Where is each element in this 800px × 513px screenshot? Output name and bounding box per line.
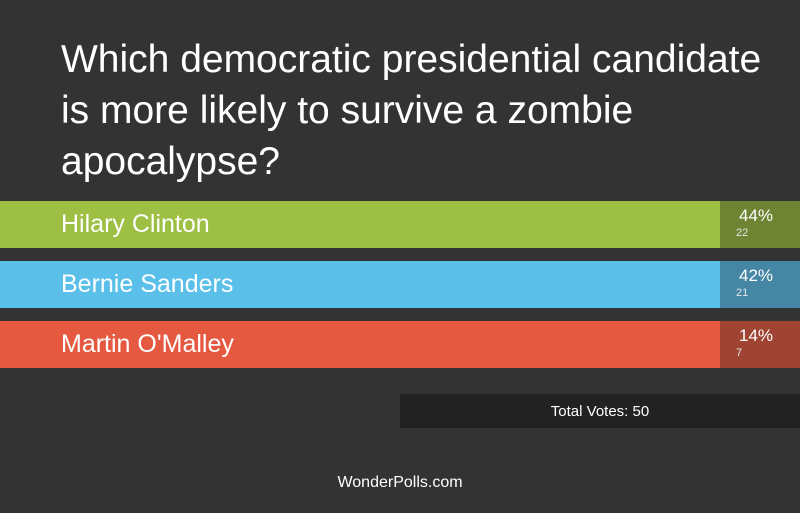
option-percent: 42% bbox=[739, 266, 774, 285]
option-stats: 14% 7 bbox=[720, 321, 800, 368]
option-bar: Martin O'Malley bbox=[0, 321, 720, 368]
option-label: Bernie Sanders bbox=[61, 270, 234, 298]
option-vote-count: 22 bbox=[736, 227, 749, 239]
option-percent: 14% bbox=[739, 326, 774, 345]
option-vote-count: 21 bbox=[736, 287, 749, 299]
option-bar: Bernie Sanders bbox=[0, 261, 720, 308]
poll-option-bernie-sanders[interactable]: Bernie Sanders 42% 21 bbox=[0, 261, 800, 308]
poll-question: Which democratic presidential candidate … bbox=[61, 38, 762, 183]
option-bar: Hilary Clinton bbox=[0, 201, 720, 248]
option-label: Hilary Clinton bbox=[61, 210, 210, 238]
option-vote-count: 7 bbox=[736, 347, 743, 359]
option-stats: 42% 21 bbox=[720, 261, 800, 308]
total-votes-box: Total Votes: 50 bbox=[400, 394, 800, 428]
option-label: Martin O'Malley bbox=[61, 330, 234, 358]
poll-option-hilary-clinton[interactable]: Hilary Clinton 44% 22 bbox=[0, 201, 800, 248]
total-votes-label: Total Votes: 50 bbox=[550, 402, 650, 420]
poll-options: Hilary Clinton 44% 22 Bernie Sanders 42%… bbox=[0, 201, 800, 381]
poll-option-martin-omalley[interactable]: Martin O'Malley 14% 7 bbox=[0, 321, 800, 368]
option-percent: 44% bbox=[739, 206, 774, 225]
footer-site-link[interactable]: WonderPolls.com bbox=[337, 474, 463, 491]
option-stats: 44% 22 bbox=[720, 201, 800, 248]
